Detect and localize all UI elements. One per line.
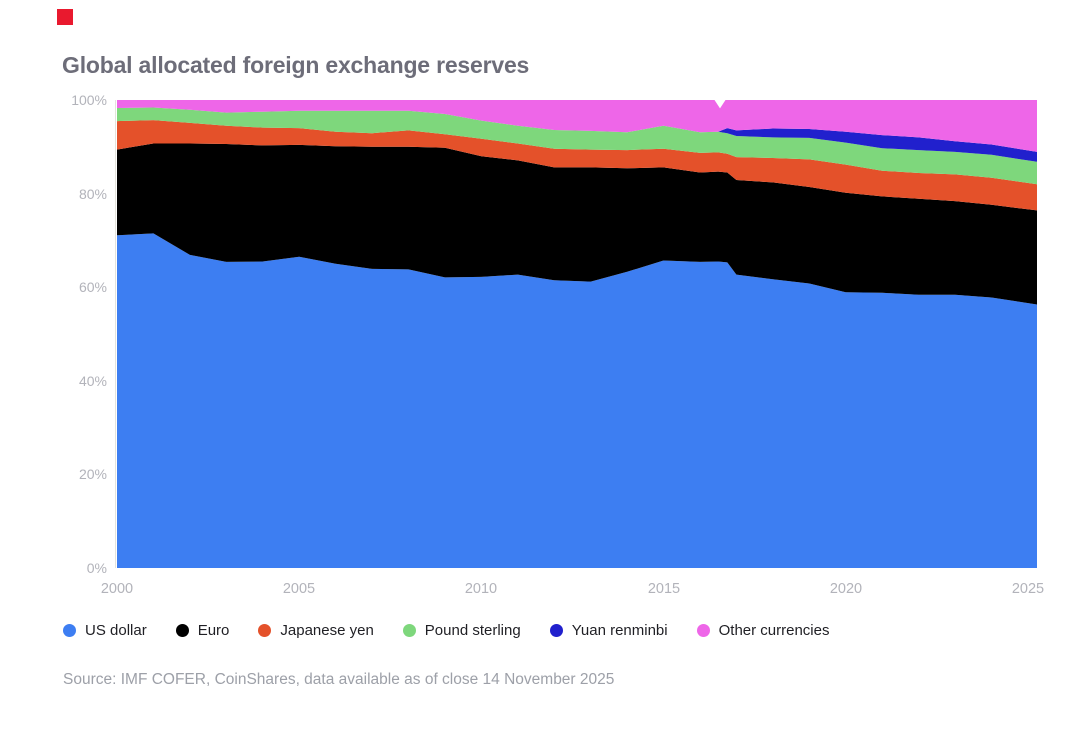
x-tick-2010: 2010 [464, 581, 498, 597]
area-other-currencies [117, 100, 1037, 152]
legend-item-japanese-yen: Japanese yen [258, 622, 374, 639]
y-tick-40: 40% [78, 373, 107, 389]
area-japanese-yen [117, 120, 1037, 211]
legend-item-other-currencies: Other currencies [696, 622, 830, 639]
pound-sterling-swatch-icon [402, 624, 416, 637]
y-tick-20: 20% [78, 466, 107, 482]
area-yuan-renminbi [117, 107, 1037, 162]
x-tick-2000: 2000 [100, 581, 134, 597]
area-pound-sterling [117, 107, 1037, 185]
y-tick-0: 0% [86, 560, 107, 576]
y-tick-80: 80% [78, 186, 107, 202]
legend-item-euro: Euro [175, 622, 230, 639]
y-axis-line [115, 100, 116, 568]
legend-label: Pound sterling [424, 622, 521, 639]
x-tick-2005: 2005 [282, 581, 316, 597]
legend-label: Euro [197, 622, 230, 639]
x-tick-2025: 2025 [1011, 581, 1045, 597]
legend-label: Other currencies [718, 622, 830, 639]
yuan-renminbi-swatch-icon [549, 624, 563, 637]
source-attribution: Source: IMF COFER, CoinShares, data avai… [63, 671, 615, 688]
chart-legend: US dollar Euro Japanese yen Pound sterli… [63, 622, 829, 639]
data-gap-notch [714, 100, 726, 109]
legend-label: US dollar [85, 622, 147, 639]
euro-swatch-icon [175, 624, 189, 637]
x-tick-2015: 2015 [647, 581, 681, 597]
other-currencies-swatch-icon [696, 624, 710, 637]
area-us-dollar [117, 233, 1037, 568]
us-dollar-swatch-icon [63, 624, 76, 637]
legend-label: Japanese yen [280, 622, 374, 639]
area-euro [117, 143, 1037, 305]
legend-item-pound-sterling: Pound sterling [402, 622, 521, 639]
page-title: Global allocated foreign exchange reserv… [62, 52, 530, 78]
x-tick-2020: 2020 [829, 581, 863, 597]
y-tick-60: 60% [78, 279, 107, 295]
japanese-yen-swatch-icon [258, 624, 272, 637]
legend-item-yuan-renminbi: Yuan renminbi [549, 622, 668, 639]
legend-item-us-dollar: US dollar [63, 622, 147, 639]
legend-label: Yuan renminbi [571, 622, 668, 639]
coinshares-logo-mark [57, 9, 73, 25]
y-tick-100: 100% [71, 92, 107, 108]
